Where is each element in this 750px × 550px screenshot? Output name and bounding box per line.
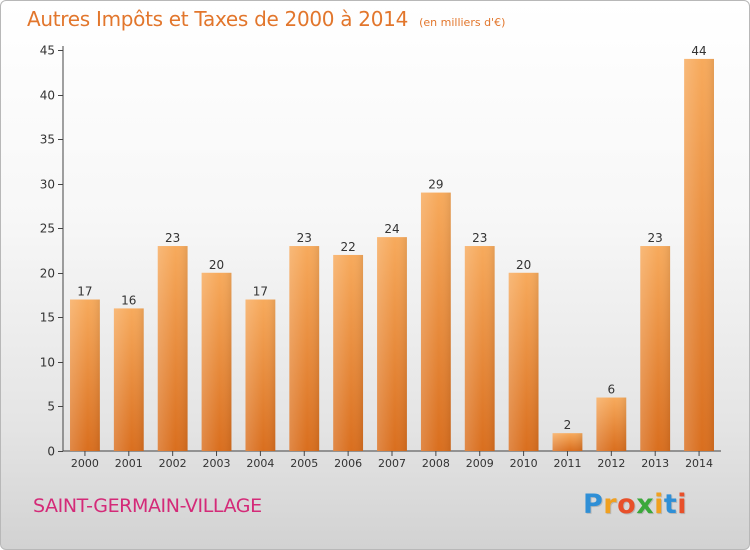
y-tick-label: 25 — [40, 222, 55, 236]
x-tick-label: 2004 — [246, 457, 274, 470]
bar-shade — [289, 246, 320, 451]
x-tick-label: 2012 — [597, 457, 625, 470]
chart-unit: (en milliers d'€) — [419, 16, 506, 29]
brand-letter: o — [617, 489, 637, 520]
brand-letter: P — [583, 489, 604, 520]
x-tick-label: 2006 — [334, 457, 362, 470]
y-tick-label: 5 — [47, 400, 55, 414]
bar-shade — [201, 272, 232, 451]
bar-shade — [70, 299, 100, 451]
data-label: 20 — [516, 258, 531, 272]
y-tick-label: 30 — [40, 178, 55, 192]
bars: 17 16 23 20 17 23 22 24 29 23 20 2 6 23 44 — [70, 44, 714, 452]
x-tick-label: 2005 — [290, 457, 318, 470]
y-tick-label: 20 — [40, 267, 55, 281]
bar-shade — [640, 246, 671, 451]
data-label: 23 — [165, 231, 180, 245]
axes: 0 5 10 15 20 25 30 35 40 45 2000 2001 2002 2003 2004 20… — [40, 44, 721, 470]
x-tick-label: 2000 — [71, 457, 99, 470]
bar-shade — [684, 58, 714, 452]
data-label: 17 — [77, 285, 92, 299]
y-tick-label: 40 — [40, 89, 55, 103]
bar-shade — [113, 308, 144, 451]
data-label: 22 — [340, 240, 355, 254]
x-tick-label: 2007 — [378, 457, 406, 470]
x-tick-label: 2010 — [510, 457, 538, 470]
x-tick-label: 2014 — [685, 457, 713, 470]
y-tick-label: 10 — [40, 356, 55, 370]
brand-letter: i — [677, 489, 688, 520]
bar-shade — [245, 299, 276, 451]
brand-letter: i — [654, 489, 664, 520]
brand-letter: t — [663, 489, 678, 520]
bar-shade — [464, 246, 495, 451]
y-tick-label: 15 — [40, 311, 55, 325]
x-tick-label: 2002 — [159, 457, 187, 470]
data-label: 17 — [253, 285, 268, 299]
x-tick-label: 2001 — [115, 457, 143, 470]
data-label: 6 — [608, 383, 616, 397]
brand-letter: x — [636, 489, 655, 520]
bar-shade — [333, 254, 364, 451]
bar-shade — [377, 237, 407, 451]
data-label: 2 — [564, 418, 572, 432]
y-tick-label: 45 — [40, 44, 55, 58]
bar-shade — [420, 192, 451, 452]
data-label: 23 — [472, 231, 487, 245]
x-tick-label: 2008 — [422, 457, 450, 470]
bar-shade — [552, 433, 583, 451]
brand-letter: r — [603, 489, 618, 520]
data-label: 23 — [648, 231, 663, 245]
x-tick-label: 2003 — [203, 457, 231, 470]
title-block: Autres Impôts et Taxes de 2000 à 2014 (e… — [27, 7, 505, 31]
location-name: SAINT-GERMAIN-VILLAGE — [33, 495, 262, 517]
y-tick-label: 35 — [40, 133, 55, 147]
bar-shade — [157, 246, 188, 451]
x-tick-label: 2013 — [641, 457, 669, 470]
bar-shade — [596, 397, 627, 451]
data-label: 29 — [428, 178, 443, 192]
data-label: 16 — [121, 293, 136, 307]
chart-title: Autres Impôts et Taxes de 2000 à 2014 — [27, 7, 408, 31]
y-tick-label: 0 — [47, 445, 55, 459]
data-label: 23 — [297, 231, 312, 245]
data-label: 20 — [209, 258, 224, 272]
bar-shade — [508, 272, 539, 451]
data-label: 44 — [691, 44, 706, 58]
data-label: 24 — [384, 222, 399, 236]
brand-logo: Proxiti — [583, 489, 687, 520]
x-tick-label: 2009 — [466, 457, 494, 470]
x-tick-label: 2011 — [553, 457, 581, 470]
